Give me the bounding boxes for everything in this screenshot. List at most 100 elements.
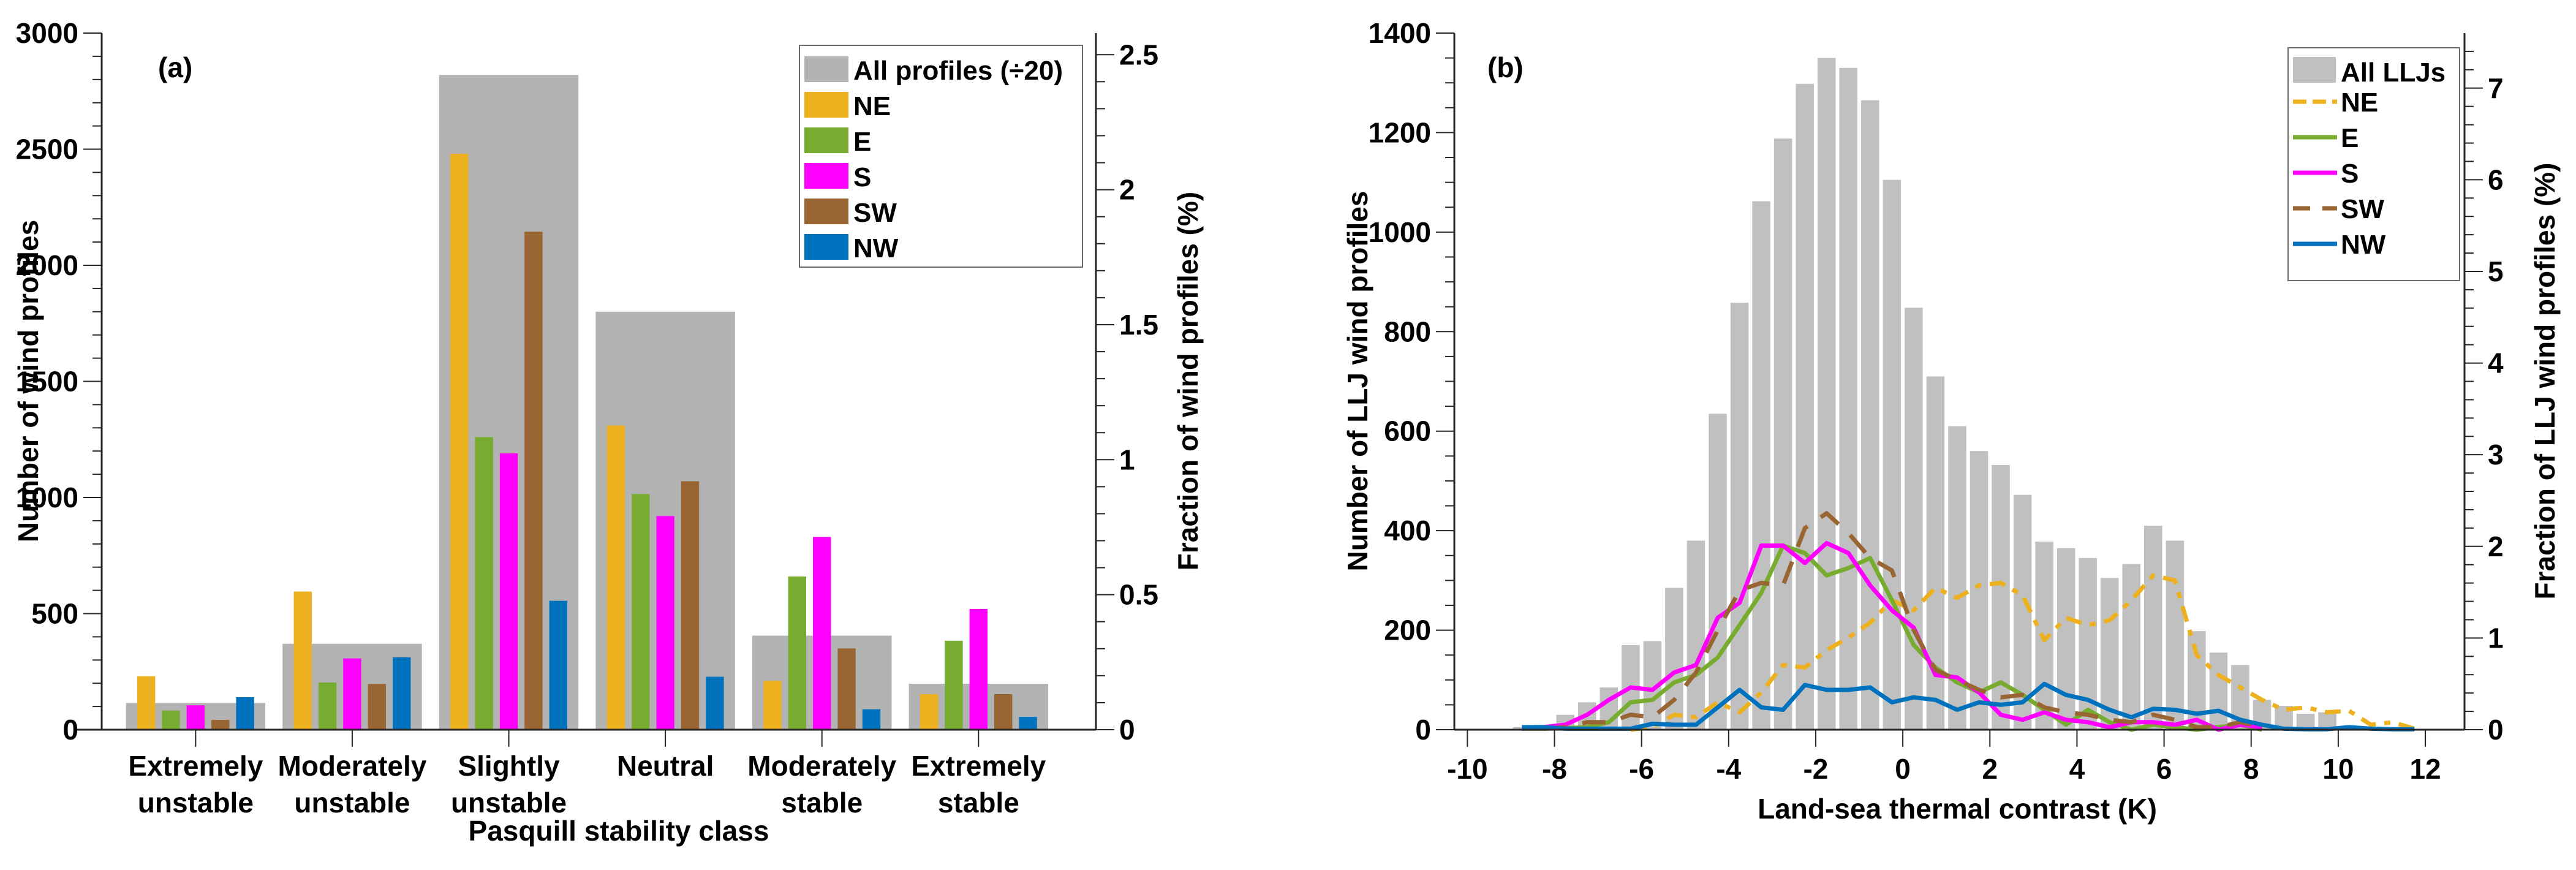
panel-b-lines (1521, 511, 2415, 732)
panel-a-x-tick-label: unstable (294, 787, 410, 819)
panel-a-y-tick-label: 1500 (16, 366, 78, 398)
histogram-bar (1773, 138, 1792, 730)
panel-a-right-y-tick-label: 0.5 (1119, 579, 1158, 611)
panel-b-x-tick-label: 12 (2409, 753, 2441, 785)
line-sw (1543, 511, 2263, 731)
bar-ne (763, 681, 782, 730)
line-s (1521, 540, 2262, 732)
bar-sw (837, 648, 856, 730)
panel-a-x-axis-title: Pasquill stability class (469, 815, 769, 847)
panel-a-y-tick-label: 3000 (16, 17, 78, 49)
bar-sw (994, 694, 1013, 730)
bar-ne (137, 676, 156, 730)
panel-b-x-tick-label: 10 (2322, 753, 2354, 785)
panel-a-legend: All profiles (÷20) NE ES SW NW (799, 45, 1083, 268)
bar-e (945, 640, 963, 730)
panel-a-x-tick-label: stable (938, 787, 1019, 819)
panel-b-y-tick-label: 1400 (1369, 17, 1431, 49)
legend-label: SW (853, 198, 897, 228)
histogram-bar (2122, 564, 2141, 730)
panel-b-right-y-tick-label: 7 (2488, 72, 2504, 104)
panel-b-right-y-tick-label: 5 (2488, 255, 2504, 287)
panel-a-x-tick-label: unstable (451, 787, 567, 819)
legend-label: NE (853, 91, 891, 121)
legend-swatch-e (804, 127, 848, 153)
histogram-bar (1817, 58, 1836, 730)
bar-ne (450, 154, 469, 730)
bar-nw (706, 676, 724, 730)
panel-a-right-y-axis-title: Fraction of wind profiles (%) (1172, 192, 1204, 570)
panel-a-right-y-tick-label: 2.5 (1119, 39, 1158, 70)
legend-swatch-s (804, 163, 848, 189)
panel-b-right-y-tick-label: 0 (2488, 714, 2504, 746)
bar-e (632, 494, 650, 730)
panel-a-y-tick-label: 2000 (16, 249, 78, 281)
bar-sw (368, 684, 387, 730)
panel-a-y-tick-label: 500 (31, 598, 78, 630)
bar-e (162, 710, 180, 730)
panel-a-x-tick-label: Extremely (911, 750, 1046, 782)
panel-b-y-axis-title: Number of LLJ wind profiles (1342, 191, 1373, 571)
bar-s (343, 658, 361, 730)
panel-a-y-tick-label: 0 (62, 714, 78, 746)
panel-a-x-tick-label: unstable (138, 787, 254, 819)
panel-b-y-tick-label: 0 (1415, 714, 1431, 746)
panel-b-x-tick-label: 4 (2069, 753, 2085, 785)
legend-label: NW (2341, 230, 2386, 260)
bar-nw (862, 709, 881, 730)
panel-b-x-tick-label: -10 (1447, 753, 1487, 785)
panel-b-right-y-tick-label: 6 (2488, 164, 2504, 195)
legend-label: NW (853, 233, 899, 263)
histogram-bar (2057, 548, 2076, 730)
histogram-bar (1992, 464, 2010, 730)
panel-a-right-y-tick-label: 2 (1119, 174, 1135, 206)
panel-a-right-y-tick-label: 1.5 (1119, 309, 1158, 341)
panel-b-x-tick-label: -6 (1629, 753, 1654, 785)
bar-nw (236, 697, 254, 730)
panel-a-y-tick-label: 1000 (16, 482, 78, 513)
bar-nw (1019, 717, 1037, 730)
histogram-bar (1686, 540, 1705, 730)
panel-a-right-y-tick-label: 1 (1119, 444, 1135, 475)
histogram-bar (1665, 588, 1683, 730)
panel-b-right-y-tick-label: 4 (2488, 347, 2504, 379)
legend-label: SW (2341, 194, 2384, 224)
panel-a-bars (126, 75, 1049, 730)
bar-e (788, 576, 807, 730)
panel-a-x-tick-label: stable (781, 787, 863, 819)
panel-a-x-tick-label: Slightly (458, 750, 560, 782)
panel-b-right-y-tick-label: 1 (2488, 622, 2504, 654)
panel-b-x-tick-label: 6 (2156, 753, 2172, 785)
histogram-bar (2166, 540, 2185, 730)
histogram-bar (2209, 652, 2228, 730)
histogram-bar (1861, 100, 1879, 730)
bar-s (969, 608, 988, 730)
bar-sw (681, 481, 700, 730)
panel-b-y-tick-label: 200 (1384, 615, 1431, 646)
line-nw (1522, 681, 2415, 732)
legend-label: E (853, 127, 871, 157)
bar-s (186, 705, 205, 730)
bar-s (813, 537, 831, 730)
legend-swatch-all-profiles (804, 56, 848, 82)
bar-s (656, 516, 674, 730)
bar-sw (524, 232, 543, 730)
panel-b-x-tick-label: 8 (2243, 753, 2259, 785)
legend-label: S (2341, 159, 2359, 189)
bar-ne (606, 425, 625, 730)
legend-swatch-ne (804, 92, 848, 118)
legend-label: S (853, 162, 871, 192)
panel-a-x-tick-label: Extremely (128, 750, 263, 782)
panel-b-x-axis-title: Land-sea thermal contrast (K) (1758, 793, 2157, 825)
bar-nw (549, 600, 567, 730)
bar-nw (393, 657, 411, 730)
bar-ne (293, 591, 312, 730)
panel-b-y-tick-label: 800 (1384, 316, 1431, 347)
histogram-bar (2144, 526, 2162, 730)
panel-b-right-y-tick-label: 3 (2488, 439, 2504, 471)
bar-sw (211, 720, 230, 730)
panel-b-x-tick-label: 2 (1982, 753, 1998, 785)
